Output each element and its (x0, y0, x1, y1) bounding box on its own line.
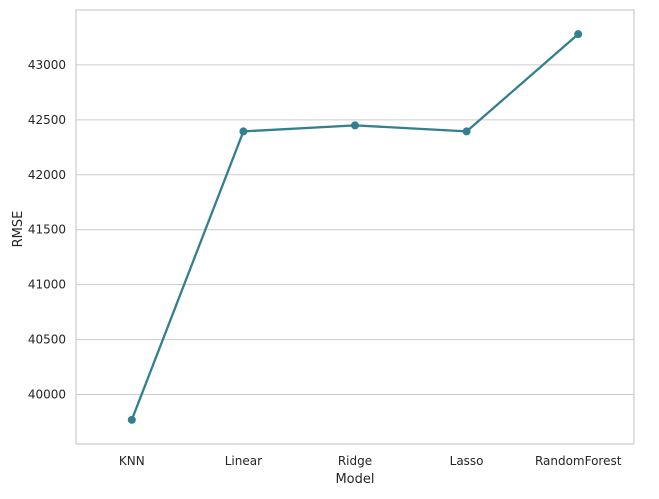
series-layer (127, 30, 583, 424)
data-point (239, 127, 248, 136)
x-tick-label: Linear (225, 454, 262, 468)
x-axis-ticks: KNN Linear Ridge Lasso RandomForest (119, 454, 622, 468)
y-tick-label: 43000 (28, 58, 66, 72)
y-axis-title: RMSE (11, 211, 26, 248)
x-tick-label: Ridge (338, 454, 372, 468)
y-tick-label: 41500 (28, 223, 66, 237)
x-tick-label: KNN (119, 454, 145, 468)
y-tick-label: 40000 (28, 388, 66, 402)
x-axis-title: Model (335, 472, 374, 487)
y-tick-label: 42500 (28, 113, 66, 127)
grid-lines (76, 64, 634, 396)
series-line (130, 33, 579, 421)
x-tick-label: RandomForest (535, 454, 622, 468)
data-point (127, 415, 136, 424)
data-point (574, 30, 583, 39)
data-point (351, 121, 359, 130)
y-tick-label: 42000 (28, 168, 66, 182)
y-tick-label: 40500 (28, 333, 66, 347)
data-point (462, 127, 471, 136)
x-tick-label: Lasso (450, 454, 484, 468)
y-tick-label: 41000 (28, 278, 66, 292)
y-axis-ticks: 40000 40500 41000 41500 42000 42500 43000 (28, 58, 66, 402)
plot-frame (75, 9, 635, 445)
